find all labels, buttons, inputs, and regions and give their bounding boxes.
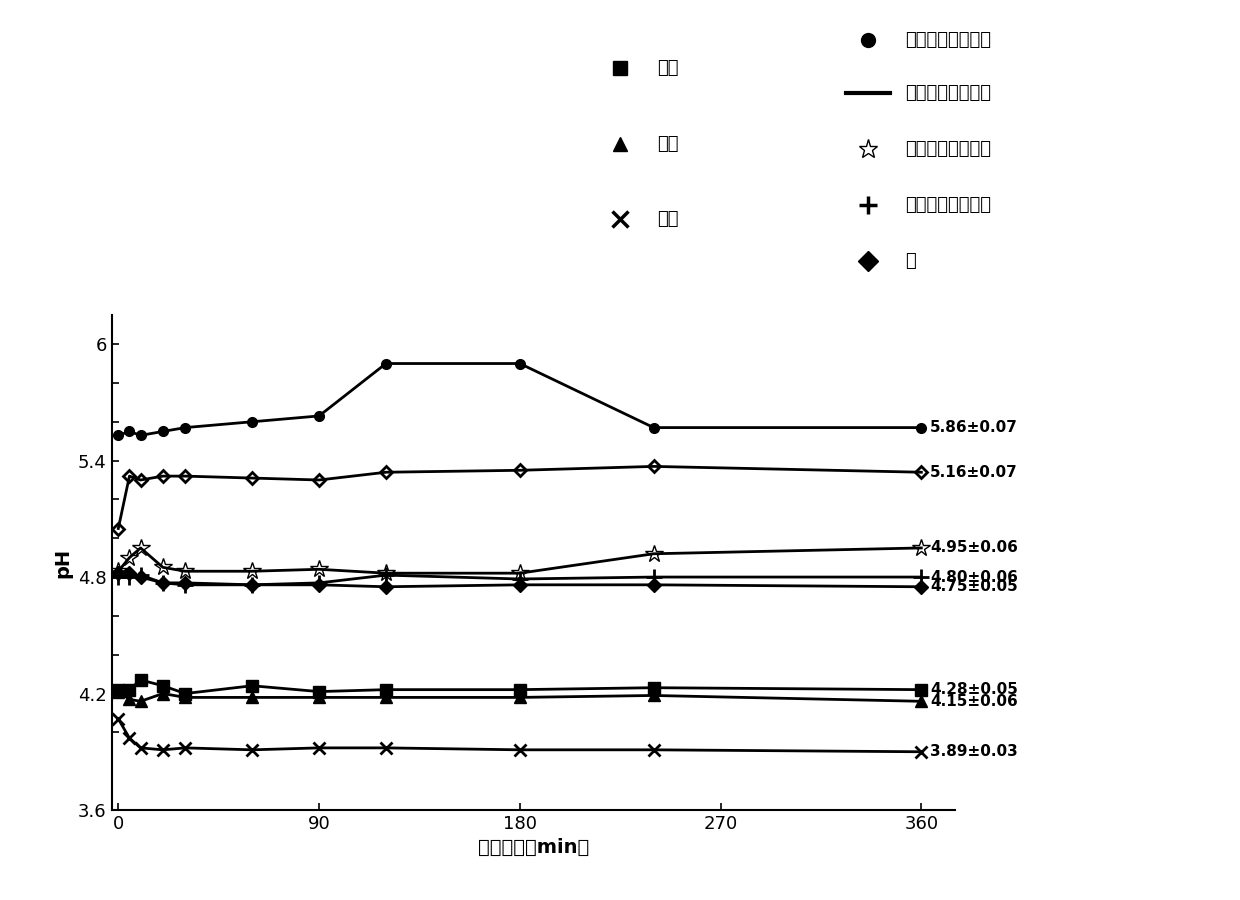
Text: 根（红王子锦带）: 根（红王子锦带） xyxy=(905,32,991,50)
Text: 4.95±0.06: 4.95±0.06 xyxy=(930,540,1018,555)
Text: 3.89±0.03: 3.89±0.03 xyxy=(930,744,1018,760)
Y-axis label: pH: pH xyxy=(53,547,72,578)
Text: 桔子: 桔子 xyxy=(657,210,678,228)
Text: 柚子: 柚子 xyxy=(657,134,678,152)
Text: 4.15±0.06: 4.15±0.06 xyxy=(930,694,1018,709)
Text: 4.28±0.05: 4.28±0.05 xyxy=(930,682,1018,698)
Text: 茎（红王子锦带）: 茎（红王子锦带） xyxy=(905,85,991,103)
Text: 4.75±0.05: 4.75±0.05 xyxy=(930,580,1018,594)
Text: 果: 果 xyxy=(905,252,916,270)
Text: 5.86±0.07: 5.86±0.07 xyxy=(930,420,1018,435)
Text: 苹果: 苹果 xyxy=(657,59,678,77)
Text: 叶（红王子锦带）: 叶（红王子锦带） xyxy=(905,140,991,158)
X-axis label: 浸泡时间（min）: 浸泡时间（min） xyxy=(477,839,589,858)
Text: 花（红王子锦带）: 花（红王子锦带） xyxy=(905,196,991,214)
Text: 5.16±0.07: 5.16±0.07 xyxy=(930,464,1018,480)
Text: 4.80±0.06: 4.80±0.06 xyxy=(930,570,1018,585)
